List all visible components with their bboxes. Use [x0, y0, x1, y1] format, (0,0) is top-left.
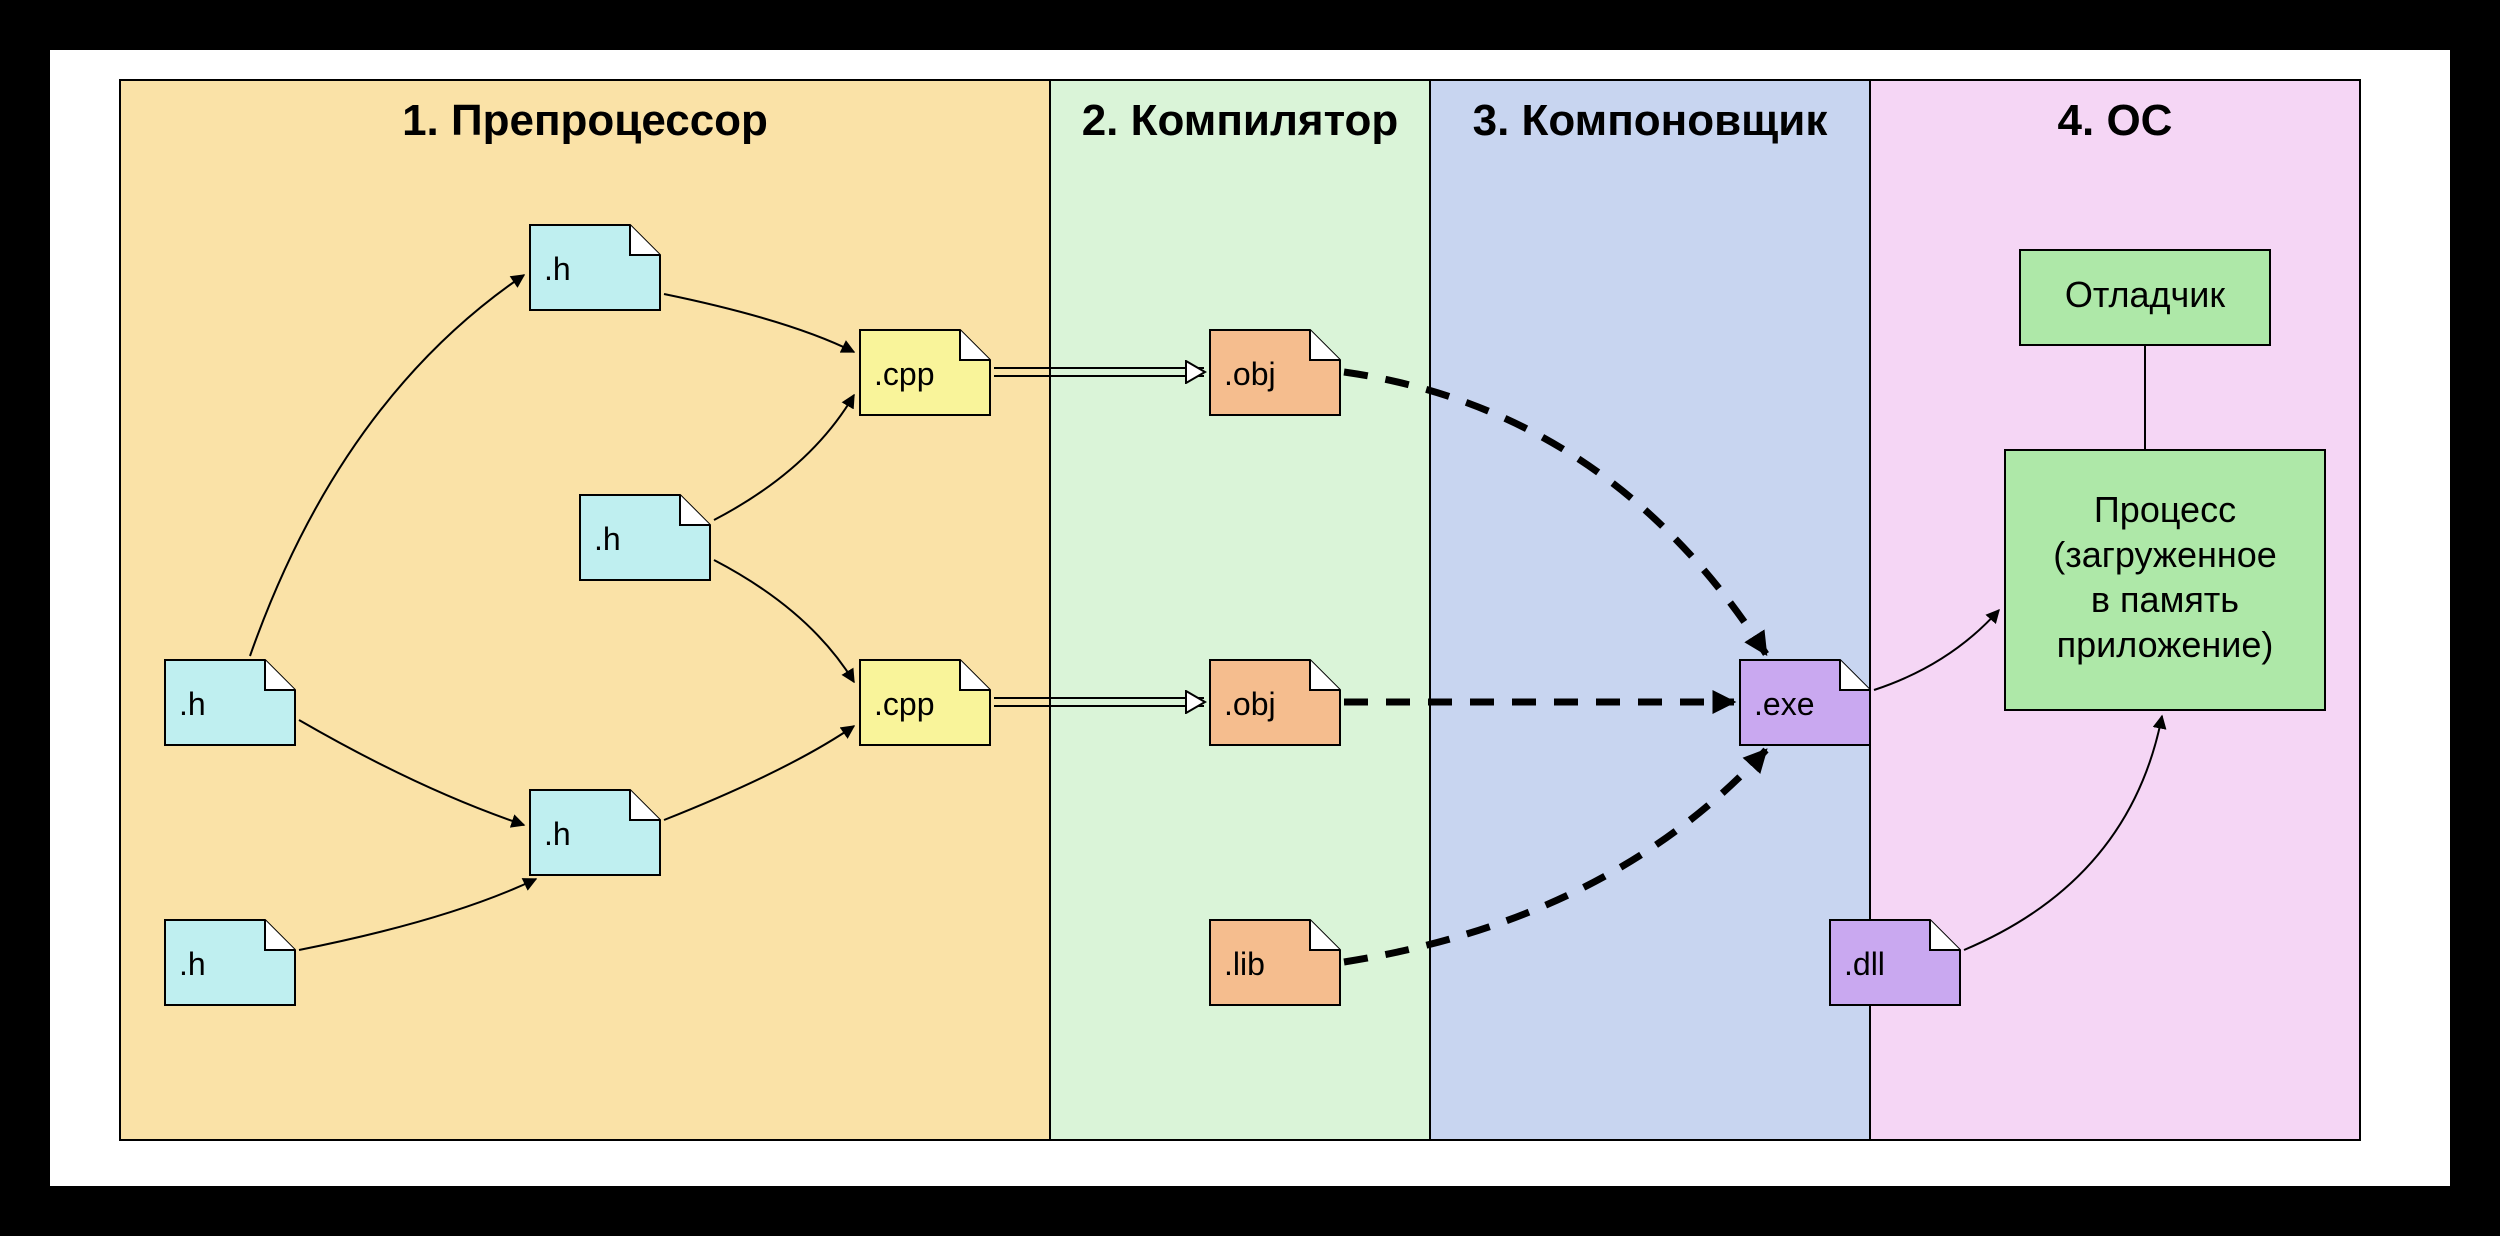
file-exe: .exe [1740, 660, 1870, 745]
file-label-h1: .h [544, 251, 571, 287]
file-lib: .lib [1210, 920, 1340, 1005]
file-label-dll: .dll [1844, 946, 1885, 982]
box-label-process-1: (загруженное [2053, 534, 2277, 575]
file-obj2: .obj [1210, 660, 1340, 745]
stage-title-linker: 3. Компоновщик [1473, 96, 1829, 145]
file-label-obj1: .obj [1224, 356, 1276, 392]
file-label-h5: .h [179, 946, 206, 982]
box-label-debugger-0: Отладчик [2065, 274, 2226, 315]
stage-title-preproc: 1. Препроцессор [402, 96, 768, 145]
file-cpp2: .cpp [860, 660, 990, 745]
file-label-exe: .exe [1754, 686, 1814, 722]
file-label-cpp2: .cpp [874, 686, 934, 722]
file-obj1: .obj [1210, 330, 1340, 415]
file-label-cpp1: .cpp [874, 356, 934, 392]
box-label-process-2: в память [2091, 579, 2239, 620]
file-dll: .dll [1830, 920, 1960, 1005]
file-h5: .h [165, 920, 295, 1005]
box-process: Процесс(загруженноев памятьприложение) [2005, 450, 2325, 710]
stage-linker [1430, 80, 1870, 1140]
box-label-process-0: Процесс [2094, 489, 2236, 530]
box-debugger: Отладчик [2020, 250, 2270, 345]
file-label-lib: .lib [1224, 946, 1265, 982]
file-label-h2: .h [594, 521, 621, 557]
file-h1: .h [530, 225, 660, 310]
file-cpp1: .cpp [860, 330, 990, 415]
file-label-obj2: .obj [1224, 686, 1276, 722]
box-label-process-3: приложение) [2057, 624, 2274, 665]
file-h3: .h [165, 660, 295, 745]
stage-title-os: 4. ОС [2058, 96, 2173, 145]
file-label-h3: .h [179, 686, 206, 722]
stage-title-compiler: 2. Компилятор [1082, 96, 1399, 145]
file-label-h4: .h [544, 816, 571, 852]
file-h2: .h [580, 495, 710, 580]
file-h4: .h [530, 790, 660, 875]
